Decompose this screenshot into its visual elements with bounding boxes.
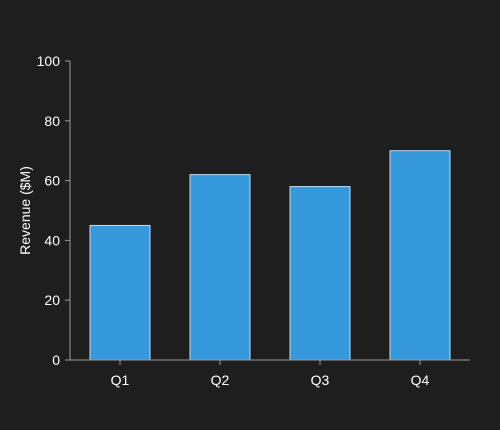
bars-layer xyxy=(89,150,451,361)
bar-q3 xyxy=(289,186,351,361)
x-tick-label-q3: Q3 xyxy=(311,372,330,388)
x-tick-label-q1: Q1 xyxy=(111,372,130,388)
y-axis-label: Revenue ($M) xyxy=(17,166,33,255)
x-tick-label-q4: Q4 xyxy=(411,372,430,388)
y-tick-label: 100 xyxy=(37,53,61,69)
y-tick-label: 20 xyxy=(44,292,60,308)
x-tick-label-q2: Q2 xyxy=(211,372,230,388)
y-tick-label: 40 xyxy=(44,232,60,248)
x-ticks-layer: Q1 Q2 Q3 Q4 xyxy=(111,360,430,388)
bar-q1 xyxy=(89,224,151,361)
y-tick-label: 60 xyxy=(44,173,60,189)
axes-layer xyxy=(69,61,470,361)
bar-q2 xyxy=(189,174,251,361)
y-tick-label: 80 xyxy=(44,113,60,129)
bar-q4 xyxy=(389,150,451,361)
y-tick-label: 0 xyxy=(52,352,60,368)
y-ticks-layer: 0 20 40 60 80 100 xyxy=(37,53,70,368)
